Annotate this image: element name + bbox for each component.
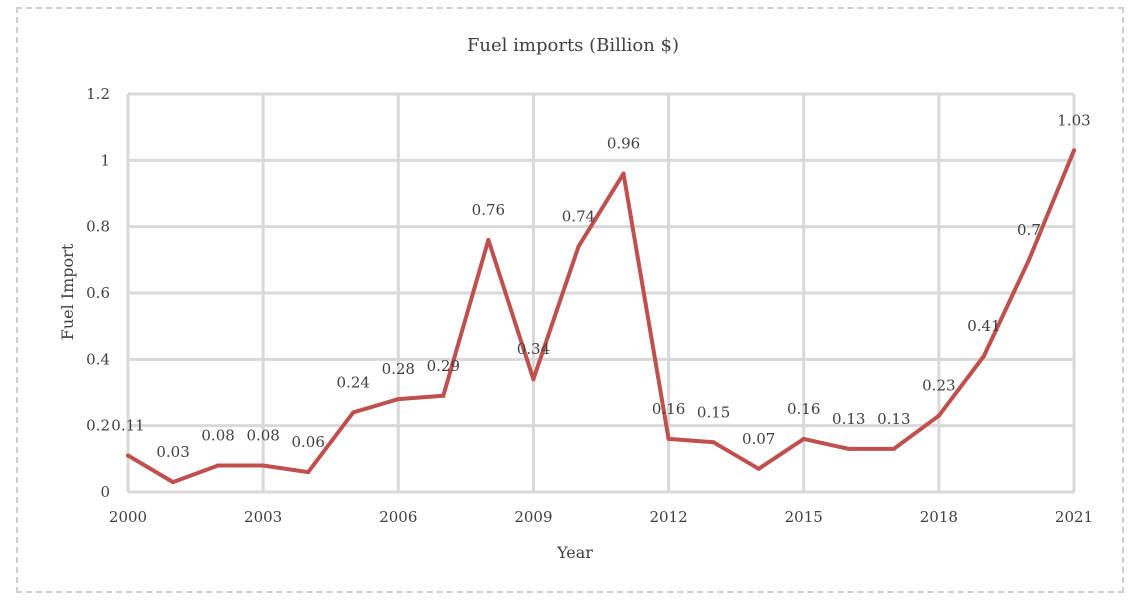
data-point [756, 466, 761, 471]
x-tick-label: 2000 [109, 508, 147, 526]
x-tick-label: 2021 [1055, 508, 1093, 526]
data-label: 0.7 [1017, 221, 1041, 239]
data-point [666, 436, 671, 441]
y-tick-label: 1 [100, 151, 110, 169]
series-line [126, 148, 1076, 485]
y-tick-label: 1.2 [86, 85, 110, 103]
data-point [576, 244, 581, 249]
y-tick-label: 0.2 [86, 417, 110, 435]
data-point [441, 393, 446, 398]
data-label: 0.11 [111, 417, 144, 435]
gridlines [126, 92, 1076, 494]
data-point [1072, 148, 1076, 153]
y-tick-label: 0.6 [86, 284, 110, 302]
data-point [711, 440, 716, 445]
data-point [126, 453, 130, 458]
data-label: 0.96 [607, 135, 640, 153]
data-label: 1.03 [1057, 111, 1090, 129]
data-point [936, 413, 941, 418]
data-label: 0.16 [787, 400, 820, 418]
data-label: 0.07 [742, 430, 775, 448]
data-point [621, 171, 626, 176]
x-axis-title: Year [556, 543, 593, 562]
y-tick-label: 0 [100, 483, 110, 501]
x-tick-label: 2009 [514, 508, 552, 526]
data-label: 0.76 [472, 201, 505, 219]
data-point [396, 397, 401, 402]
data-labels: 0.11 0.03 0.08 0.08 0.06 0.24 0.28 0.29 0.76 0.34… [111, 111, 1090, 461]
data-label: 0.06 [291, 433, 324, 451]
data-label: 0.15 [697, 403, 730, 421]
data-point [981, 354, 986, 359]
data-label: 0.34 [517, 340, 550, 358]
data-point [216, 463, 221, 468]
data-label: 0.74 [562, 208, 595, 226]
data-label: 0.23 [922, 377, 955, 395]
data-point [171, 480, 176, 485]
x-tick-label: 2006 [379, 508, 417, 526]
data-label: 0.29 [427, 357, 460, 375]
x-tick-label: 2012 [649, 508, 687, 526]
chart-title: Fuel imports (Billion $) [467, 35, 679, 56]
data-label: 0.41 [967, 317, 1000, 335]
y-tick-label: 0.8 [86, 218, 110, 236]
data-label: 0.24 [337, 373, 370, 391]
data-label: 0.13 [877, 410, 910, 428]
data-label: 0.28 [382, 360, 415, 378]
tick-labels: 0 0.2 0.4 0.6 0.8 1 1.2 2000 2003 2006 2009 2012 201… [86, 85, 1093, 526]
x-tick-label: 2003 [244, 508, 282, 526]
data-point [1026, 257, 1031, 262]
data-label: 0.08 [201, 426, 234, 444]
data-point [801, 436, 806, 441]
data-label: 0.16 [652, 400, 685, 418]
data-point [846, 446, 851, 451]
data-point [351, 410, 356, 415]
data-point [306, 470, 311, 475]
x-tick-label: 2015 [785, 508, 823, 526]
y-axis-title: Fuel Import [58, 243, 77, 340]
data-label: 0.13 [832, 410, 865, 428]
data-label: 0.03 [156, 443, 189, 461]
data-point [531, 377, 536, 382]
y-tick-label: 0.4 [86, 350, 110, 368]
data-point [891, 446, 896, 451]
series-layer [126, 148, 1076, 485]
x-tick-label: 2018 [920, 508, 958, 526]
data-point [261, 463, 266, 468]
data-point [486, 237, 491, 242]
data-label: 0.08 [246, 426, 279, 444]
